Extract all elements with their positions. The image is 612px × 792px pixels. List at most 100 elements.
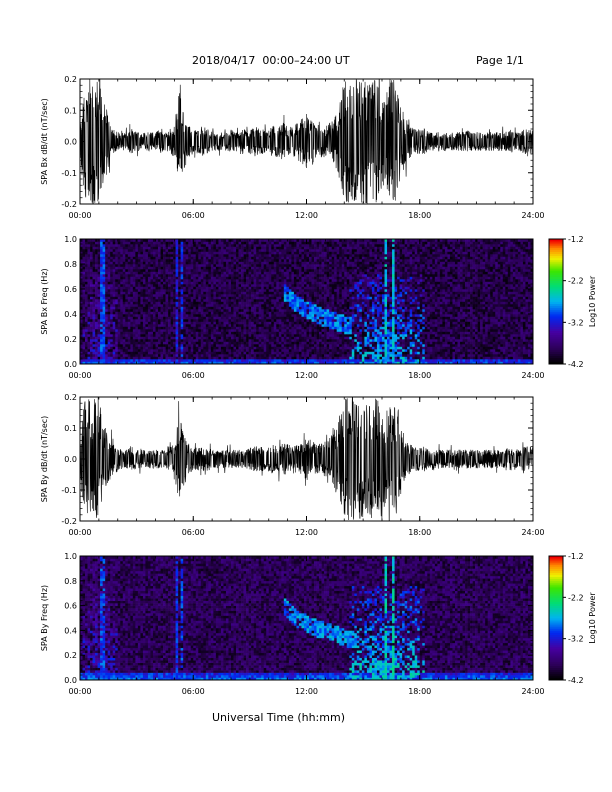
spectrogram-cell [223, 336, 227, 340]
spectrogram-cell [218, 329, 222, 332]
spectrogram-cell [291, 319, 295, 322]
spectrogram-cell [127, 286, 131, 290]
spectrogram-cell [135, 349, 139, 352]
spectrogram-cell [203, 266, 207, 270]
spectrogram-cell [198, 316, 202, 320]
spectrogram-cell [243, 354, 247, 357]
spectrogram-cell [168, 259, 171, 262]
spectrogram-cell [238, 311, 242, 315]
spectrogram-cell [152, 244, 156, 247]
spectrogram-cell [90, 271, 93, 275]
spectrogram-cell [145, 341, 149, 345]
spectrogram-cell [321, 361, 325, 365]
spectrogram-cell [273, 296, 277, 300]
spectrogram-cell [261, 261, 265, 265]
spectrogram-cell [120, 264, 124, 267]
spectrogram-cell [110, 324, 114, 327]
spectrogram-cell [155, 249, 159, 252]
spectrogram-cell [160, 309, 164, 312]
spectrogram-cell [185, 251, 189, 255]
spectrogram-cell [228, 356, 232, 360]
spectrogram-cell [215, 296, 219, 300]
spectrogram-cell [248, 244, 252, 247]
spectrogram-cell [306, 336, 310, 340]
spectrogram-cell [130, 261, 134, 265]
spectrogram-cell [105, 351, 108, 355]
spectrogram-cell [271, 309, 275, 312]
spectrogram-cell [85, 341, 88, 345]
spectrogram-cell [271, 264, 275, 267]
spectrogram-cell [281, 254, 285, 257]
spectrogram-cell [193, 361, 197, 365]
spectrogram-cell [158, 354, 161, 357]
spectrogram-cell [85, 294, 88, 297]
spectrogram-cell [293, 304, 297, 307]
spectrogram-cell [125, 299, 129, 302]
spectrogram-cell [236, 341, 239, 345]
spectrogram-cell [115, 249, 119, 252]
spectrogram-cell [223, 349, 227, 352]
spectrogram-cell [145, 291, 149, 295]
spectrogram-cell [319, 316, 322, 320]
spectrogram-cell [251, 314, 254, 317]
spectrogram-cell [316, 346, 320, 350]
spectrogram-cell [301, 359, 305, 362]
spectrogram-cell [147, 349, 151, 352]
spectrogram-cell [137, 329, 141, 332]
spectrogram-cell [301, 274, 305, 277]
spectrogram-cell [147, 261, 151, 265]
spectrogram-cell [170, 241, 174, 245]
spectrogram-cell [183, 301, 186, 305]
spectrogram-cell [173, 301, 176, 305]
spectrogram-cell [132, 239, 136, 242]
spectrogram-cell [183, 284, 186, 287]
spectrogram-cell [120, 354, 124, 357]
spectrogram-cell [303, 279, 307, 282]
spectrogram-cell [293, 251, 297, 255]
spectrogram-cell [155, 321, 159, 325]
spectrogram-cell [208, 339, 212, 342]
spectrogram-cell [107, 361, 111, 365]
spectrogram-cell [291, 356, 295, 360]
spectrogram-cell [203, 326, 207, 330]
spectrogram-cell [314, 291, 317, 295]
spectrogram-cell [225, 356, 229, 360]
spectrogram-cell [125, 334, 129, 337]
spectrogram-cell [278, 251, 282, 255]
spectrogram-cell [115, 326, 119, 330]
spectrogram-cell [170, 351, 174, 355]
spectrogram-cell [286, 261, 290, 265]
spectrogram-cell [241, 254, 244, 257]
spectrogram-cell [195, 264, 199, 267]
spectrogram-cell [241, 331, 244, 335]
spectrogram-cell [225, 279, 229, 282]
spectrogram-cell [195, 339, 199, 342]
spectrogram-cell [293, 316, 297, 320]
spectrogram-cell [261, 246, 265, 250]
spectrogram-cell [130, 241, 134, 245]
spectrogram-cell [225, 241, 229, 245]
spectrogram-cell [165, 334, 169, 337]
spectrogram-cell [100, 274, 103, 277]
spectrogram-cell [155, 311, 159, 315]
spectrogram-cell [248, 356, 252, 360]
spectrogram-cell [165, 354, 169, 357]
spectrogram-cell [127, 334, 131, 337]
spectrogram-cell [102, 354, 106, 357]
spectrogram-cell [97, 336, 101, 340]
spectrogram-cell [203, 289, 207, 292]
spectrogram-cell [298, 244, 302, 247]
spectrogram-cell [218, 356, 222, 360]
spectrogram-cell [158, 339, 161, 342]
spectrogram-cell [261, 289, 265, 292]
spectrogram-cell [137, 246, 141, 250]
spectrogram-cell [311, 321, 315, 325]
spectrogram-cell [319, 321, 322, 325]
spectrogram-cell [296, 339, 300, 342]
spectrogram-cell [233, 256, 237, 260]
spectrogram-cell [243, 351, 247, 355]
spectrogram-cell [241, 291, 244, 295]
spectrogram-cell [180, 251, 184, 255]
spectrogram-cell [137, 264, 141, 267]
spectrogram-cell [263, 266, 267, 270]
